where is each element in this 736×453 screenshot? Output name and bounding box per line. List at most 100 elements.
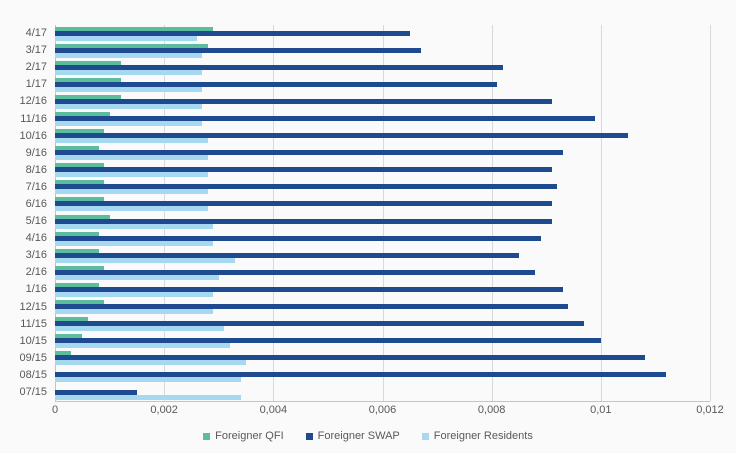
legend-swatch-icon	[203, 432, 211, 440]
gridline	[710, 25, 711, 401]
x-tick-label: 0,008	[477, 404, 506, 416]
bar-foreigner-swap	[55, 286, 563, 292]
legend-swatch-icon	[421, 432, 429, 440]
y-axis-labels: 4/17 3/17 2/17 1/17 12/16 11/16 10/16 9/16 8/16 7…	[0, 25, 47, 401]
bar-foreigner-swap	[55, 372, 667, 378]
bar-foreigner-swap	[55, 184, 558, 190]
category-label: 5/16	[25, 215, 47, 228]
bar-foreigner-qfi	[55, 94, 121, 99]
gridline	[164, 25, 166, 401]
bar-group-5-16	[55, 213, 710, 230]
category-label: 08/15	[19, 368, 47, 381]
bar-group-4-16	[55, 230, 710, 247]
category-label: 11/16	[20, 112, 47, 125]
bar-foreigner-qfi	[55, 112, 110, 117]
legend-swatch-icon	[305, 432, 313, 440]
category-label: 3/17	[25, 44, 47, 57]
bar-foreigner-residents	[55, 155, 208, 161]
bar-foreigner-qfi	[55, 26, 214, 31]
bar-foreigner-residents	[55, 206, 208, 212]
bar-group-4-17	[55, 25, 710, 42]
x-tick-label: 0,002	[150, 404, 178, 416]
category-label: 1/16	[25, 283, 47, 296]
bar-foreigner-swap	[55, 133, 629, 139]
category-label: 07/15	[19, 386, 47, 399]
category-label: 11/15	[20, 317, 47, 330]
bar-group-2-17	[55, 59, 710, 76]
bar-foreigner-residents	[55, 326, 225, 332]
bar-foreigner-residents	[55, 257, 236, 263]
legend-item-foreigner-residents: Foreigner Residents	[421, 430, 533, 442]
category-label: 1/17	[25, 78, 47, 91]
x-tick-label: 0	[51, 404, 59, 416]
category-label: 6/16	[25, 197, 47, 210]
bar-foreigner-swap	[55, 150, 563, 156]
bar-foreigner-residents	[55, 35, 197, 41]
bar-foreigner-residents	[55, 309, 214, 315]
bar-foreigner-qfi	[55, 334, 83, 339]
bar-foreigner-residents	[55, 52, 203, 58]
category-label: 8/16	[25, 163, 47, 176]
bar-foreigner-swap	[55, 201, 552, 207]
legend-label: Foreigner SWAP	[317, 430, 400, 442]
bar-foreigner-swap	[55, 64, 503, 70]
bar-foreigner-residents	[55, 223, 214, 229]
bar-foreigner-qfi	[55, 300, 105, 305]
bar-foreigner-qfi	[55, 248, 99, 253]
bar-foreigner-qfi	[55, 129, 105, 134]
gridline	[491, 25, 493, 401]
bar-foreigner-qfi	[55, 180, 105, 185]
bar-foreigner-swap	[55, 81, 498, 87]
bar-foreigner-swap	[55, 389, 137, 395]
bar-group-7-16	[55, 179, 710, 196]
bar-foreigner-swap	[55, 116, 596, 122]
bar-foreigner-residents	[55, 274, 219, 280]
bar-group-12-16	[55, 93, 710, 110]
gridline	[273, 25, 275, 401]
bar-foreigner-swap	[55, 30, 410, 36]
bar-group-2-16	[55, 264, 710, 281]
category-label: 09/15	[19, 351, 47, 364]
bar-foreigner-qfi	[55, 282, 99, 287]
x-tick-label: 0,01	[590, 404, 612, 416]
bar-group-07-15	[55, 384, 710, 401]
bar-foreigner-qfi	[55, 77, 121, 82]
bar-foreigner-residents	[55, 240, 214, 246]
bar-group-8-16	[55, 162, 710, 179]
bar-foreigner-swap	[55, 304, 569, 310]
bar-foreigner-swap	[55, 98, 552, 104]
bar-foreigner-residents	[55, 189, 208, 195]
bar-group-9-16	[55, 145, 710, 162]
category-label: 3/16	[25, 249, 47, 262]
bar-group-3-17	[55, 42, 710, 59]
category-label: 10/15	[19, 334, 47, 347]
bar-foreigner-residents	[55, 394, 241, 400]
bar-foreigner-swap	[55, 338, 601, 344]
bar-group-1-17	[55, 76, 710, 93]
x-tick-label: 0,012	[696, 404, 724, 416]
category-label: 4/17	[25, 27, 47, 40]
plot-area	[55, 25, 711, 402]
category-label: 2/16	[25, 266, 47, 279]
bar-foreigner-qfi	[55, 231, 99, 236]
legend-label: Foreigner QFI	[215, 430, 284, 442]
bar-group-10-15	[55, 333, 710, 350]
bar-group-09-15	[55, 350, 710, 367]
bar-foreigner-residents	[55, 138, 208, 144]
bar-foreigner-swap	[55, 321, 585, 327]
category-label: 4/16	[25, 232, 47, 245]
bar-foreigner-qfi	[55, 197, 105, 202]
bar-group-11-16	[55, 110, 710, 127]
bar-group-1-16	[55, 281, 710, 298]
bar-group-6-16	[55, 196, 710, 213]
category-label: 12/15	[19, 300, 47, 313]
bar-foreigner-swap	[55, 167, 552, 173]
bar-foreigner-residents	[55, 360, 247, 366]
bar-foreigner-qfi	[55, 43, 208, 48]
legend-item-foreigner-swap: Foreigner SWAP	[305, 430, 400, 442]
bar-foreigner-residents	[55, 291, 214, 297]
category-label: 7/16	[25, 180, 47, 193]
bar-foreigner-qfi	[55, 146, 99, 151]
bar-foreigner-swap	[55, 269, 536, 275]
